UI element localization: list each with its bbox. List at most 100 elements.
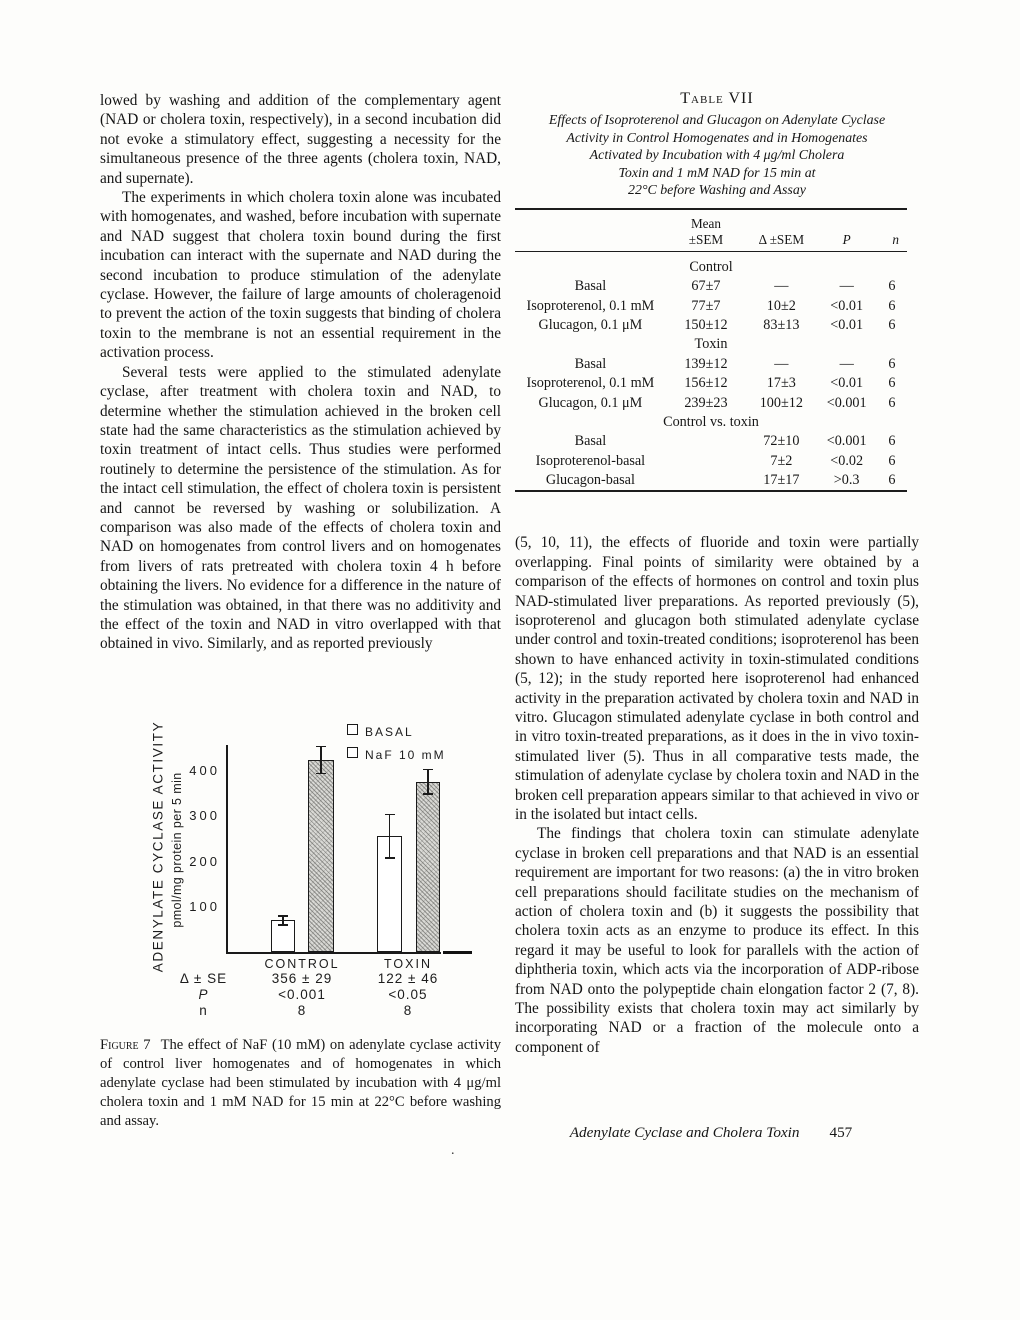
table-row: Basal 139±12 — — 6 xyxy=(515,355,907,374)
figure-caption: Figure 7 The effect of NaF (10 mM) on ade… xyxy=(100,1036,501,1131)
table-section-name: Control xyxy=(689,258,733,275)
table-cell: 6 xyxy=(888,433,896,450)
stray-mark: . xyxy=(451,1143,455,1158)
header-n: n xyxy=(892,231,899,247)
table-cell: 7±2 xyxy=(770,452,793,469)
table-section-name: Toxin xyxy=(694,336,728,353)
x-axis-line-segment xyxy=(443,951,472,954)
annotation-row-label: P xyxy=(198,987,209,1002)
table-row: Basal 72±10 <0.001 6 xyxy=(515,432,907,451)
x-axis-line xyxy=(226,952,441,954)
running-title: Adenylate Cyclase and Cholera Toxin xyxy=(569,1124,800,1141)
table-section-name: Control vs. toxin xyxy=(663,413,759,430)
table-cell: Isoproterenol, 0.1 mM xyxy=(526,375,655,392)
table-cell: <0.01 xyxy=(830,317,864,334)
error-bar-cap xyxy=(316,772,326,775)
table-cell: 150±12 xyxy=(684,317,728,334)
table-subtitle-line: Activity in Control Homogenates and in H… xyxy=(566,130,868,146)
table-subtitle-line: 22°C before Washing and Assay xyxy=(628,183,806,199)
y-axis-line xyxy=(226,745,228,953)
legend-label: BASAL xyxy=(365,724,414,739)
y-tick-label: 400 xyxy=(189,763,220,778)
table-cell: >0.3 xyxy=(833,472,860,489)
table-cell: Basal xyxy=(574,278,607,295)
table-body: Control Basal 67±7— —6 Isoproterenol, 0.1 mM… xyxy=(515,251,907,491)
legend-swatch xyxy=(347,724,358,735)
table-cell: 72±10 xyxy=(763,433,800,450)
table-cell: Basal xyxy=(574,433,607,450)
table-header-row: Mean ±SEM Δ ±SEM P n xyxy=(515,209,907,252)
y-tick-label: 100 xyxy=(189,898,220,914)
table-cell: — xyxy=(774,278,789,295)
page-footer: Adenylate Cyclase and Cholera Toxin 457 xyxy=(515,1124,907,1142)
table-cell: 67±7 xyxy=(691,278,721,295)
body-paragraph: lowed by washing and addition of the com… xyxy=(100,92,501,187)
table-cell: 6 xyxy=(888,452,896,469)
annotation-value: <0.05 xyxy=(388,987,428,1002)
page-number: 457 xyxy=(829,1124,853,1141)
table-cell: <0.01 xyxy=(830,297,864,314)
bar-naf-10-mm-control xyxy=(308,760,334,952)
table-row: Glucagon, 0.1 μM 150±12 83±13 <0.01 6 xyxy=(515,316,907,335)
table-cell: Glucagon-basal xyxy=(545,472,635,489)
error-bar xyxy=(320,746,322,774)
table-cell: 156±12 xyxy=(684,375,728,392)
header-mean-line2: ±SEM xyxy=(688,231,724,247)
header-mean: Mean ±SEM xyxy=(666,209,746,252)
header-empty xyxy=(515,209,666,252)
table-subtitle-line: Effects of Isoproterenol and Glucagon on… xyxy=(548,113,886,128)
annotation-value: 8 xyxy=(297,1003,307,1018)
table-cell: 17±3 xyxy=(766,375,796,392)
annotation-value: 8 xyxy=(403,1003,413,1018)
table-vii: Mean ±SEM Δ ±SEM P n Control Basal 67±7 — — 6… xyxy=(515,207,907,493)
header-p: P xyxy=(842,231,851,247)
right-column: Table VII Effects of Isoproterenol and G… xyxy=(515,88,919,1268)
error-bar-cap xyxy=(423,793,433,795)
error-bar-cap xyxy=(278,915,288,917)
body-paragraph: (5, 10, 11), the effects of fluoride and… xyxy=(515,534,919,823)
table-cell: 77±7 xyxy=(691,297,721,314)
table-cell: 139±12 xyxy=(684,355,728,372)
table-title: Table VII xyxy=(680,90,754,107)
table-cell: 100±12 xyxy=(759,394,803,411)
table-cell: <0.02 xyxy=(830,452,864,469)
error-bar-cap xyxy=(423,768,433,771)
body-paragraph: The experiments in which cholera toxin a… xyxy=(100,189,501,362)
figure-caption-label: Figure 7 xyxy=(100,1037,151,1053)
table-cell: Glucagon, 0.1 μM xyxy=(538,394,643,411)
y-axis-title: ADENYLATE CYCLASE ACTIVITY xyxy=(150,720,166,973)
table-cell xyxy=(666,432,746,451)
body-paragraph: Several tests were applied to the stimul… xyxy=(100,363,501,653)
y-axis-subtitle: pmol/mg protein per 5 min xyxy=(170,772,184,928)
figure-caption-text: The effect of NaF (10 mM) on adenylate c… xyxy=(100,1037,501,1129)
table-cell: 83±13 xyxy=(763,317,800,334)
table-row: Glucagon, 0.1 μM 239±23 100±12 <0.001 6 xyxy=(515,393,907,412)
table-row: Glucagon-basal 17±17 >0.3 6 xyxy=(515,471,907,491)
table-cell: Isoproterenol-basal xyxy=(535,452,646,469)
table-section-row: Control xyxy=(515,251,907,277)
table-section-row: Control vs. toxin xyxy=(515,413,907,432)
table-row: Isoproterenol, 0.1 mM 156±12 17±3 <0.01 6 xyxy=(515,374,907,393)
annotation-value: 356 ± 29 xyxy=(271,971,333,986)
table-cell: 6 xyxy=(888,472,896,489)
error-bar xyxy=(388,814,391,858)
table-cell: Basal xyxy=(574,355,607,372)
table-row: Basal 67±7 — — 6 xyxy=(515,277,907,296)
table-cell: 6 xyxy=(888,297,896,314)
table-row: Isoproterenol, 0.1 mM 77±7 10±2 <0.01 6 xyxy=(515,297,907,316)
annotation-value: <0.001 xyxy=(278,987,326,1002)
annotation-row-label: Δ ± SE xyxy=(179,971,228,986)
table-subtitle-line: Activated by Incubation with 4 μg/ml Cho… xyxy=(589,148,845,164)
header-mean-line1: Mean xyxy=(690,215,721,231)
table-cell: 239±23 xyxy=(684,394,728,411)
header-delta: Δ ±SEM xyxy=(758,231,805,247)
table-section-row: Toxin xyxy=(515,335,907,354)
table-cell: 17±17 xyxy=(763,472,800,489)
body-paragraph: The findings that cholera toxin can stim… xyxy=(515,825,919,1056)
error-bar-cap xyxy=(316,745,326,748)
table-cell: <0.01 xyxy=(830,375,864,392)
y-tick-label: 300 xyxy=(189,808,220,824)
error-bar-cap xyxy=(384,857,395,859)
table-subtitle-line: Toxin and 1 mM NAD for 15 min at xyxy=(618,165,816,181)
